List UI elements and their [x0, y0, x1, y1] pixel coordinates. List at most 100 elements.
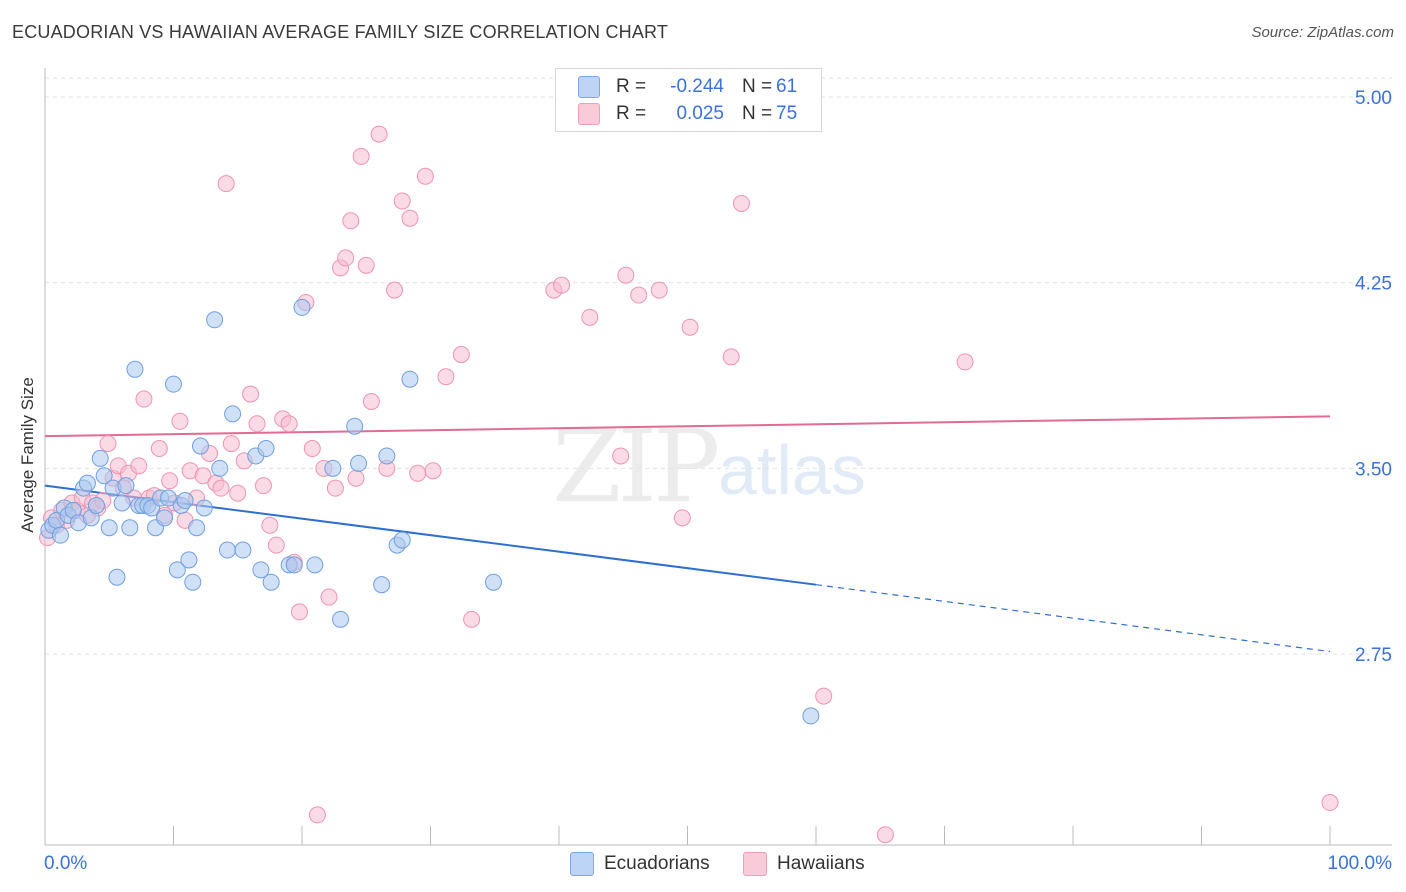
- hawaiian-point: [612, 447, 630, 465]
- hawaiian-point: [617, 266, 635, 284]
- hawaiian-point: [280, 415, 298, 433]
- ecuadorian-point: [87, 496, 105, 514]
- hawaiian-point: [342, 212, 360, 230]
- hawaiian-point: [437, 368, 455, 386]
- r-value: 0.025: [676, 103, 724, 124]
- ecuadorian-point: [113, 494, 131, 512]
- ecuadorian-point: [218, 541, 236, 559]
- ecuadorian-point: [484, 573, 502, 591]
- legend-row-hawaiians: R = 0.025 N = 75: [578, 101, 816, 127]
- ecuadorian-point: [802, 707, 820, 725]
- ecuadorian-point: [306, 556, 324, 574]
- hawaiian-point: [452, 345, 470, 363]
- y-axis-label: Average Family Size: [18, 377, 37, 533]
- ecuadorian-point: [346, 417, 364, 435]
- ecuadorian-point: [191, 437, 209, 455]
- hawaiian-point: [212, 479, 230, 497]
- ecuadorian-point: [121, 519, 139, 537]
- ecuadorian-point: [332, 610, 350, 628]
- watermark-atlas: atlas: [718, 431, 866, 509]
- hawaiian-point: [722, 348, 740, 366]
- y-tick-label: 4.25: [1355, 274, 1392, 295]
- y-tick-label: 3.50: [1355, 459, 1392, 480]
- hawaiian-point: [222, 435, 240, 453]
- ecuadorian-point: [211, 459, 229, 477]
- ecuadorian-point: [324, 459, 342, 477]
- hawaiian-point: [362, 392, 380, 410]
- hawaiian-point: [217, 175, 235, 193]
- r-label: R =: [616, 76, 647, 97]
- hawaiians-swatch: [578, 103, 600, 125]
- n-label: N =: [742, 76, 773, 97]
- ecuadorian-point: [373, 576, 391, 594]
- hawaiian-point: [1321, 794, 1339, 812]
- hawaiian-point: [393, 192, 411, 210]
- n-value: 75: [776, 103, 798, 124]
- hawaiian-point: [161, 472, 179, 490]
- ecuadorian-point: [262, 573, 280, 591]
- ecuadorian-point: [78, 474, 96, 492]
- hawaiian-point: [581, 308, 599, 326]
- hawaiian-point: [401, 209, 419, 227]
- source-credit: Source: ZipAtlas.com: [1251, 24, 1394, 41]
- ecuadorian-point: [393, 531, 411, 549]
- legend-label-hawaiians: Hawaiians: [777, 853, 865, 874]
- ecuadorian-point: [350, 454, 368, 472]
- ecuadorian-point: [180, 551, 198, 569]
- hawaiian-point: [320, 588, 338, 606]
- hawaiian-point: [150, 440, 168, 458]
- hawaiian-point: [242, 385, 260, 403]
- hawaiian-point: [130, 457, 148, 475]
- ecuadorian-point: [176, 492, 194, 510]
- legend-label-ecuadorians: Ecuadorians: [604, 853, 710, 874]
- hawaiian-point: [347, 469, 365, 487]
- hawaiian-point: [386, 281, 404, 299]
- hawaiian-point: [424, 462, 442, 480]
- hawaiian-point: [254, 477, 272, 495]
- hawaiian-point: [357, 256, 375, 274]
- ecuadorian-point: [401, 370, 419, 388]
- hawaiian-point: [956, 353, 974, 371]
- ecuadorians-swatch: [570, 852, 594, 876]
- ecuadorian-point: [165, 375, 182, 393]
- ecuadorians-trend-extension: [815, 584, 1331, 653]
- hawaiian-point: [681, 318, 699, 336]
- legend-item-hawaiians[interactable]: Hawaiians: [743, 852, 865, 876]
- ecuadorian-point: [252, 561, 270, 579]
- ecuadorian-point: [156, 509, 174, 527]
- gridlines: [45, 77, 1392, 655]
- ecuadorian-point: [51, 526, 69, 544]
- r-label: R =: [616, 103, 647, 124]
- hawaiian-point: [267, 536, 285, 554]
- hawaiian-point: [171, 412, 189, 430]
- legend-item-ecuadorians[interactable]: Ecuadorians: [570, 852, 710, 876]
- r-value: -0.244: [670, 76, 724, 97]
- series-legend: Ecuadorians Hawaiians: [0, 852, 1406, 878]
- legend-row-ecuadorians: R = -0.244 N = 61: [578, 74, 816, 100]
- x-tick-label-end: 100.0%: [1328, 853, 1393, 874]
- data-points: [39, 125, 1339, 844]
- chart-title: ECUADORIAN VS HAWAIIAN AVERAGE FAMILY SI…: [12, 22, 669, 42]
- ecuadorian-point: [188, 519, 206, 537]
- ecuadorian-point: [95, 467, 113, 485]
- hawaiian-point: [99, 435, 117, 453]
- ecuadorian-point: [285, 556, 303, 574]
- ecuadorian-point: [234, 541, 252, 559]
- x-tick-label-start: 0.0%: [44, 853, 87, 874]
- hawaiian-point: [370, 125, 388, 143]
- hawaiian-point: [308, 806, 326, 824]
- y-tick-label: 5.00: [1355, 88, 1392, 109]
- hawaiian-point: [815, 687, 833, 705]
- hawaiian-point: [352, 147, 370, 165]
- n-value: 61: [776, 76, 798, 97]
- hawaiian-point: [248, 415, 266, 433]
- ecuadorian-point: [224, 405, 242, 423]
- hawaiian-point: [337, 249, 355, 267]
- ecuadorian-point: [378, 447, 396, 465]
- hawaiian-point: [290, 603, 308, 621]
- y-tick-label: 2.75: [1355, 645, 1392, 666]
- hawaiian-point: [553, 276, 571, 294]
- hawaiian-point: [194, 467, 212, 485]
- hawaiian-point: [416, 167, 434, 185]
- hawaiian-point: [732, 194, 750, 212]
